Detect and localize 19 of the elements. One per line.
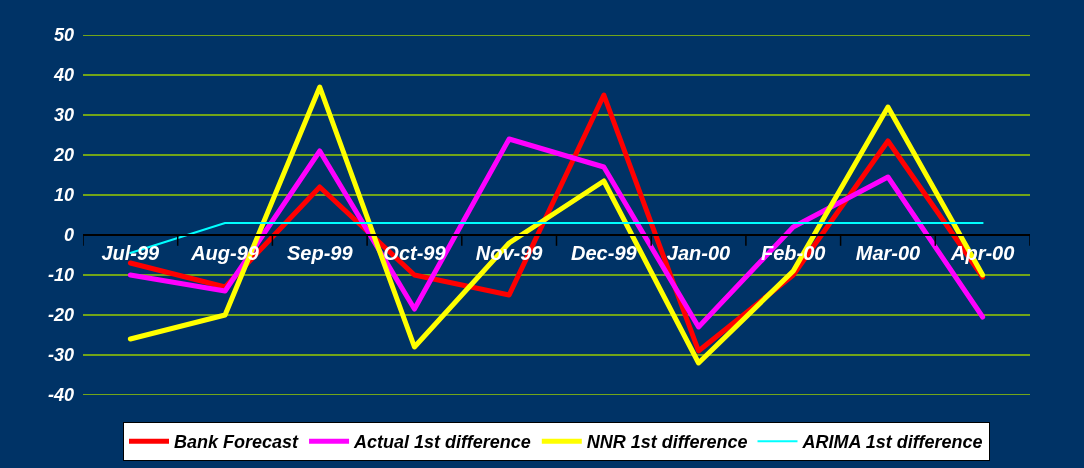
y-tick-label: 0 <box>63 225 74 246</box>
x-tick-label: Dec-99 <box>571 242 638 264</box>
y-tick-label: 20 <box>52 145 74 166</box>
y-tick-label: -20 <box>47 305 74 326</box>
x-tick-label: Jan-00 <box>666 242 731 264</box>
x-tick-label: Jul-99 <box>101 242 161 264</box>
y-tick-label: 50 <box>53 25 74 46</box>
x-tick-label: Sep-99 <box>286 242 354 264</box>
y-tick-label: -10 <box>47 265 74 286</box>
legend-label: Actual 1st difference <box>353 432 531 453</box>
y-tick-label: -40 <box>47 385 74 406</box>
legend-label: NNR 1st difference <box>586 432 748 453</box>
y-tick-label: 10 <box>53 185 74 206</box>
x-tick-label: Mar-00 <box>855 242 921 264</box>
y-tick-label: -30 <box>47 345 74 366</box>
y-tick-label: 40 <box>52 65 74 86</box>
legend-label: ARIMA 1st difference <box>801 432 983 453</box>
y-tick-label: 30 <box>53 105 74 126</box>
legend-label: Bank Forecast <box>174 432 300 453</box>
